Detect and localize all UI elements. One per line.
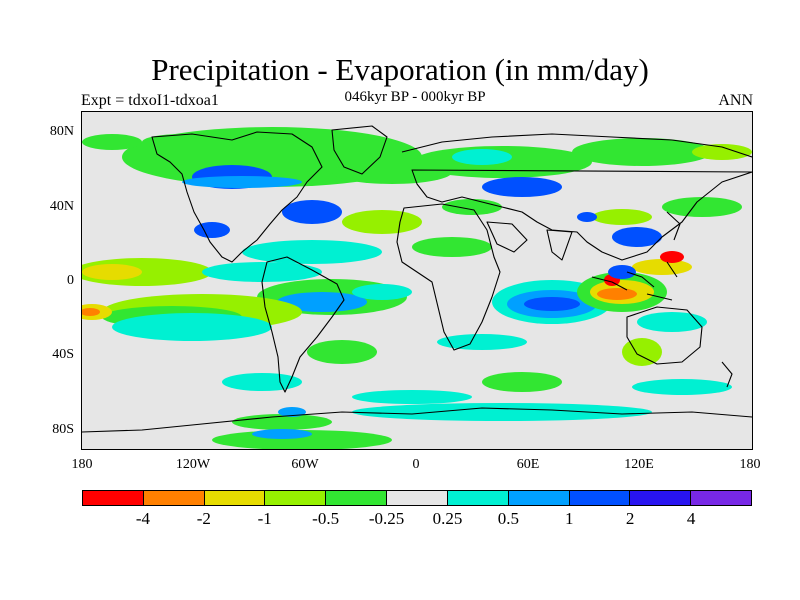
colorbar-label: -1 — [257, 509, 272, 528]
region-shade — [82, 308, 100, 316]
colorbar-box — [387, 491, 448, 505]
region-shade — [82, 134, 142, 150]
region-shade — [142, 134, 222, 150]
greenland-coastline — [331, 125, 388, 175]
region-shade — [592, 209, 652, 225]
region-shade — [572, 138, 712, 166]
region-shade — [442, 199, 502, 215]
region-shade — [194, 222, 230, 238]
colorbar-box — [83, 491, 144, 505]
colorbar-label: 2 — [625, 509, 635, 528]
lat-label-0: 0 — [67, 273, 74, 288]
lon-label-120w: 120W — [175, 457, 211, 472]
region-shade — [524, 297, 580, 311]
coastlines — [82, 125, 752, 433]
region-shade — [597, 288, 637, 300]
lat-label-80n: 80N — [49, 124, 74, 139]
season-label: ANN — [718, 92, 753, 109]
lat-label-40s: 40S — [52, 347, 74, 362]
africa-coastline — [396, 203, 501, 351]
colorbar-label: 0.25 — [432, 509, 463, 528]
region-shade — [352, 403, 652, 421]
colorbar — [82, 490, 752, 506]
map-subtitle: 046kyr BP - 000kyr BP — [344, 89, 486, 105]
lat-label-80s: 80S — [52, 422, 74, 437]
region-shade — [352, 284, 412, 300]
north-america-coastline — [151, 131, 323, 263]
pe-anomaly-map — [82, 112, 752, 449]
india-coastline — [546, 229, 573, 261]
japan-coastline — [666, 211, 681, 241]
colorbar-label: -0.5 — [312, 509, 340, 528]
map-panel — [81, 111, 753, 450]
map-title: Precipitation - Evaporation (in mm/day) — [151, 52, 649, 87]
new-zealand-coastline — [721, 361, 733, 388]
region-shade — [307, 340, 377, 364]
lat-label-40n: 40N — [49, 199, 74, 214]
region-shade — [482, 372, 562, 392]
region-shade — [242, 240, 382, 264]
region-shade — [692, 144, 752, 160]
colorbar-box — [204, 491, 266, 505]
region-shade — [252, 429, 312, 439]
colorbar-label: -0.25 — [368, 509, 405, 528]
region-shade — [632, 259, 692, 275]
lon-label-0: 0 — [412, 457, 420, 472]
region-shade — [112, 313, 272, 341]
region-shade — [282, 200, 342, 224]
colorbar-label: -2 — [196, 509, 211, 528]
lon-label-60e: 60E — [516, 457, 540, 472]
colorbar-label: 1 — [565, 509, 574, 528]
antarctica-coastline — [82, 407, 752, 433]
colorbar-box — [569, 491, 631, 505]
region-shade — [277, 292, 367, 312]
region-shade — [612, 227, 662, 247]
region-shade — [342, 210, 422, 234]
region-shade — [202, 262, 322, 282]
region-shade — [662, 197, 742, 217]
region-shade — [632, 379, 732, 395]
region-shade — [577, 212, 597, 222]
region-shade — [182, 176, 302, 188]
region-shade — [82, 264, 142, 280]
region-shade — [622, 338, 662, 366]
region-shade — [452, 149, 512, 165]
australia-coastline — [626, 306, 703, 365]
colorbar-box — [447, 491, 509, 505]
maritime-continent-coastline — [591, 261, 678, 301]
region-shade — [412, 237, 492, 257]
colorbar-box — [691, 491, 751, 505]
region-shade — [608, 265, 636, 279]
colorbar-box — [265, 491, 327, 505]
colorbar-box — [630, 491, 692, 505]
colorbar-label: -4 — [135, 509, 150, 528]
experiment-label: Expt = tdxoI1-tdxoa1 — [81, 92, 219, 109]
lon-label-180w: 180 — [71, 457, 93, 472]
arabia-coastline — [486, 221, 528, 253]
south-america-coastline — [261, 256, 345, 393]
colorbar-label: 4 — [686, 509, 696, 528]
lon-label-180e: 180 — [739, 457, 761, 472]
colorbar-box — [508, 491, 570, 505]
region-shade — [637, 312, 707, 332]
region-shade — [437, 334, 527, 350]
region-shade — [278, 407, 306, 417]
lon-label-120e: 120E — [624, 457, 654, 472]
colorbar-label: 0.5 — [497, 509, 519, 528]
region-shade — [352, 390, 472, 404]
colorbar-box — [326, 491, 388, 505]
region-shade — [660, 251, 684, 263]
colorbar-box — [143, 491, 205, 505]
region-shade — [482, 177, 562, 197]
lon-label-60w: 60W — [291, 457, 319, 472]
